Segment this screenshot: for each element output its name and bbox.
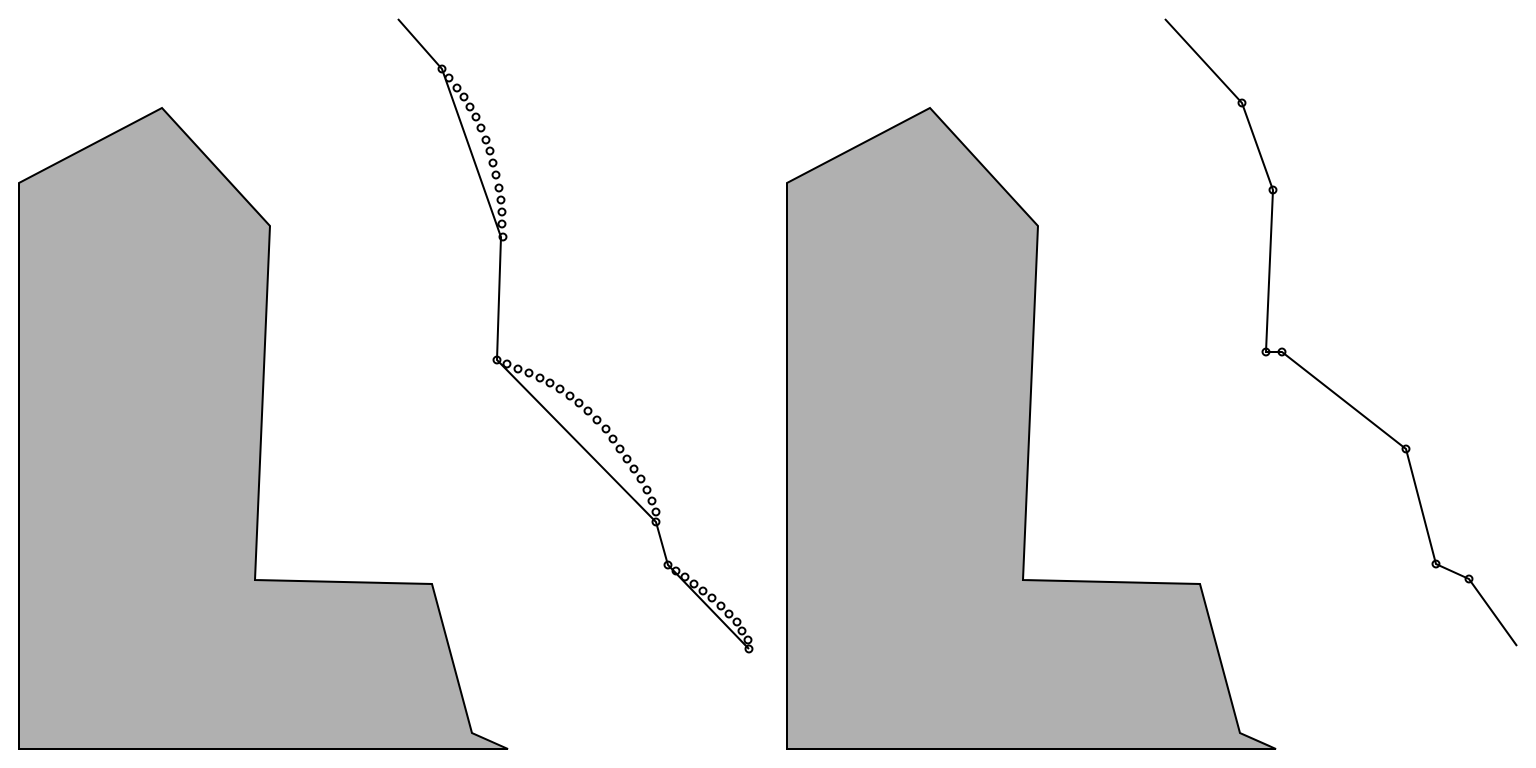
- left-waypoint-29: [608, 434, 618, 444]
- left-waypoint-43: [707, 593, 717, 603]
- left-waypoint-45: [724, 609, 734, 619]
- left-waypoint-3: [452, 83, 462, 93]
- right-waypoint-1: [1237, 98, 1247, 108]
- left-waypoint-35: [647, 496, 657, 506]
- left-waypoint-18: [502, 359, 512, 369]
- left-waypoint-4: [459, 92, 469, 102]
- left-waypoint-46: [732, 617, 742, 627]
- left-waypoint-48: [743, 635, 753, 645]
- left-waypoint-10: [488, 158, 498, 168]
- left-waypoint-37: [651, 517, 661, 527]
- right-waypoint-4: [1277, 347, 1287, 357]
- left-waypoint-11: [491, 170, 501, 180]
- left-waypoint-42: [698, 586, 708, 596]
- left-waypoint-28: [601, 424, 611, 434]
- waypoints-right: [1237, 98, 1474, 584]
- left-waypoint-25: [574, 398, 584, 408]
- left-waypoint-2: [444, 73, 454, 83]
- left-waypoint-33: [636, 474, 646, 484]
- left-waypoint-49: [744, 644, 754, 654]
- obstacle-right: [786, 106, 1277, 750]
- left-waypoint-16: [498, 232, 508, 242]
- left-waypoint-15: [497, 219, 507, 229]
- left-waypoint-30: [615, 444, 625, 454]
- left-waypoint-8: [481, 135, 491, 145]
- right-waypoint-3: [1261, 347, 1271, 357]
- left-waypoint-21: [535, 373, 545, 383]
- path-right: [1164, 18, 1518, 647]
- left-waypoint-27: [592, 415, 602, 425]
- left-waypoint-14: [497, 207, 507, 217]
- left-waypoint-26: [583, 406, 593, 416]
- left-waypoint-12: [494, 183, 504, 193]
- left-waypoint-1: [437, 64, 447, 74]
- panel-left-dense: [18, 18, 754, 750]
- left-waypoint-13: [496, 195, 506, 205]
- right-waypoint-7: [1464, 574, 1474, 584]
- left-waypoint-38: [663, 560, 673, 570]
- left-waypoint-17: [492, 355, 502, 365]
- left-waypoint-36: [651, 507, 661, 517]
- left-waypoint-24: [565, 391, 575, 401]
- left-waypoint-32: [629, 464, 639, 474]
- right-waypoint-5: [1401, 444, 1411, 454]
- left-waypoint-20: [524, 368, 534, 378]
- left-waypoint-5: [465, 102, 475, 112]
- left-waypoint-22: [545, 378, 555, 388]
- obstacle-left: [18, 106, 509, 750]
- left-waypoint-19: [513, 364, 523, 374]
- left-waypoint-6: [471, 112, 481, 122]
- left-waypoint-31: [622, 454, 632, 464]
- left-waypoint-40: [680, 572, 690, 582]
- right-waypoint-2: [1268, 185, 1278, 195]
- panel-right-sparse: [786, 18, 1518, 750]
- left-waypoint-7: [476, 123, 486, 133]
- left-waypoint-9: [485, 146, 495, 156]
- left-waypoint-34: [642, 485, 652, 495]
- right-waypoint-6: [1431, 559, 1441, 569]
- left-waypoint-41: [689, 579, 699, 589]
- path-left: [397, 18, 750, 650]
- left-waypoint-44: [716, 601, 726, 611]
- left-waypoint-47: [737, 626, 747, 636]
- left-waypoint-23: [555, 384, 565, 394]
- waypoints-left: [437, 64, 754, 654]
- left-waypoint-39: [671, 566, 681, 576]
